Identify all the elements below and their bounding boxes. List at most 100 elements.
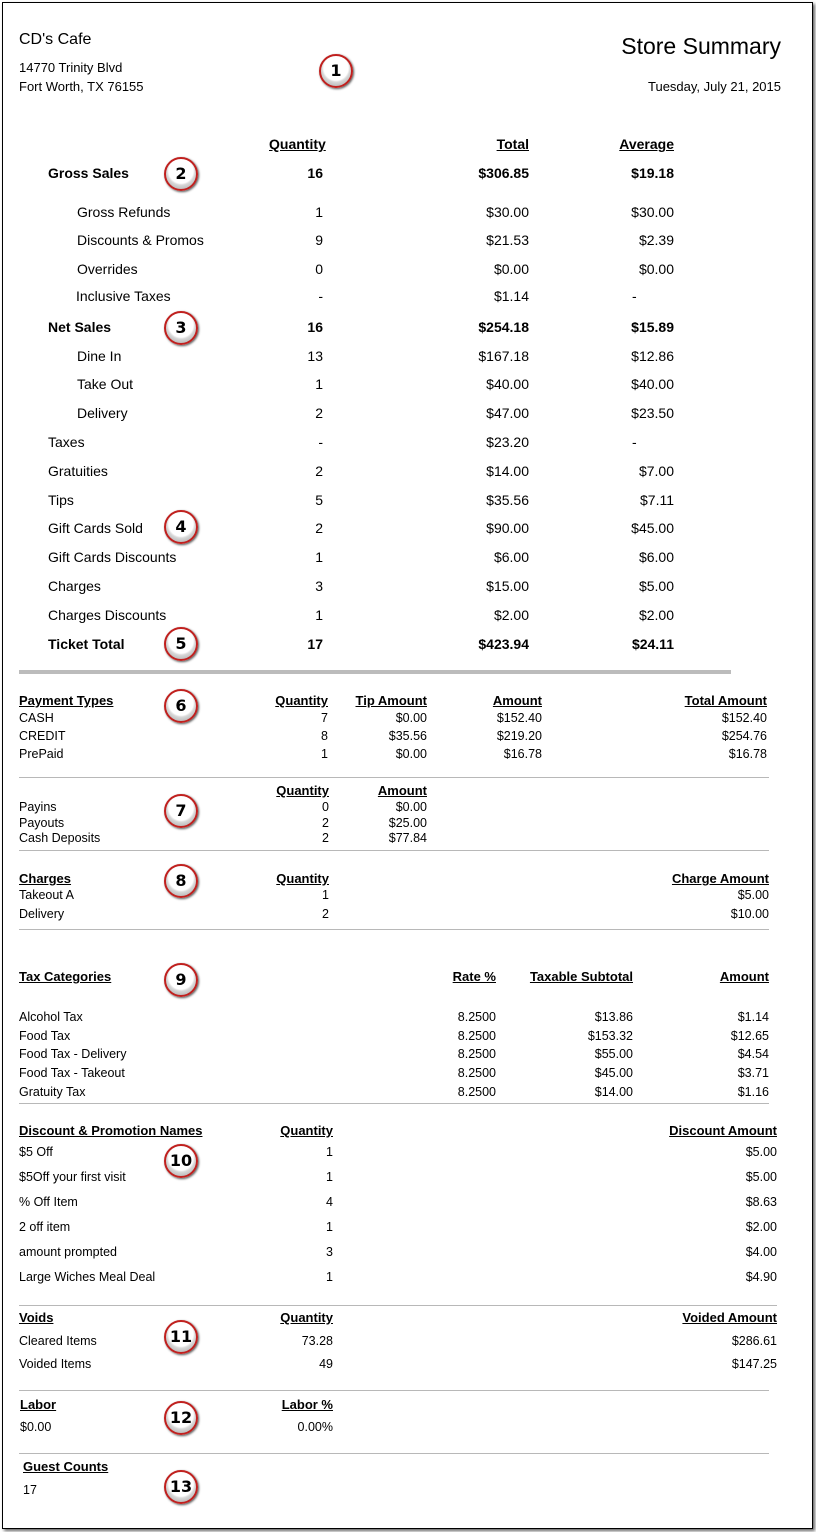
payment-col-amount: Amount: [492, 693, 542, 708]
tax-row-rate: 8.2500: [457, 1010, 496, 1024]
tax-categories-title: Tax Categories: [19, 969, 112, 984]
callout-badge-4: 4: [164, 510, 198, 544]
sales-row-total: $1.14: [493, 288, 529, 304]
sales-row-quantity: 13: [307, 348, 323, 364]
sales-row-quantity: 9: [315, 232, 323, 248]
sales-row-total: $15.00: [486, 578, 529, 594]
discounts-col-amount: Discount Amount: [669, 1123, 777, 1138]
payins-col-quantity: Quantity: [276, 783, 329, 798]
discount-row-quantity: 4: [326, 1195, 333, 1209]
tax-row-label: Food Tax - Takeout: [19, 1066, 125, 1080]
tax-col-subtotal: Taxable Subtotal: [529, 969, 633, 984]
sales-row-average: $19.18: [631, 165, 674, 181]
payment-row-total: $16.78: [728, 747, 767, 761]
sales-row-total: $47.00: [486, 405, 529, 421]
discount-row-quantity: 1: [326, 1145, 333, 1159]
discounts-title: Discount & Promotion Names: [19, 1123, 203, 1138]
callout-badge-8: 8: [164, 864, 198, 898]
voids-col-quantity: Quantity: [280, 1310, 333, 1325]
tax-col-amount: Amount: [719, 969, 769, 984]
tax-row-amount: $12.65: [730, 1029, 769, 1043]
report-title: Store Summary: [621, 33, 781, 59]
discount-row-amount: $4.90: [745, 1270, 777, 1284]
discount-row-amount: $4.00: [745, 1245, 777, 1259]
discount-row-label: amount prompted: [19, 1245, 117, 1259]
tax-row-amount: $1.16: [737, 1085, 769, 1099]
discount-row-amount: $5.00: [745, 1145, 777, 1159]
sales-row-average: $15.89: [631, 319, 674, 335]
discounts-col-quantity: Quantity: [280, 1123, 333, 1138]
sales-col-average: Average: [619, 136, 674, 152]
store-address-line1: 14770 Trinity Blvd: [19, 60, 123, 75]
sales-row-label: Gift Cards Discounts: [48, 549, 177, 565]
charges-col-quantity: Quantity: [276, 871, 329, 886]
sales-row-quantity: 16: [307, 319, 323, 335]
divider: [19, 1103, 769, 1104]
sales-row-quantity: 5: [315, 492, 323, 508]
charges-row-quantity: 1: [322, 888, 329, 902]
sales-row-average: $2.00: [638, 607, 674, 623]
tax-row-subtotal: $45.00: [594, 1066, 633, 1080]
sales-row-total: $30.00: [486, 204, 529, 220]
charges-row-amount: $10.00: [730, 907, 769, 921]
sales-row-label: Take Out: [77, 376, 134, 392]
sales-col-total: Total: [496, 136, 529, 152]
tax-row-amount: $4.54: [737, 1047, 769, 1061]
sales-row-quantity: 2: [315, 463, 323, 479]
labor-title: Labor: [20, 1397, 57, 1412]
sales-row-label: Tips: [48, 492, 74, 508]
divider: [19, 1390, 769, 1391]
guest-counts-title: Guest Counts: [23, 1459, 109, 1474]
payment-col-quantity: Quantity: [275, 693, 328, 708]
sales-row-label: Charges: [48, 578, 101, 594]
guest-counts-value: 17: [23, 1483, 37, 1497]
tax-row-label: Food Tax: [19, 1029, 71, 1043]
void-row-label: Cleared Items: [19, 1334, 97, 1348]
payins-row-quantity: 2: [322, 831, 329, 845]
sales-row-average: $23.50: [631, 405, 674, 421]
sales-row-label: Delivery: [77, 405, 128, 421]
labor-pct-value: 0.00%: [297, 1420, 333, 1434]
payment-col-total: Total Amount: [684, 693, 767, 708]
tax-row-label: Food Tax - Delivery: [19, 1047, 127, 1061]
sales-row-label: Overrides: [77, 261, 138, 277]
payment-types-title: Payment Types: [19, 693, 114, 708]
sales-row-label: Gross Sales: [48, 165, 129, 181]
discount-row-amount: $2.00: [745, 1220, 777, 1234]
payins-row-quantity: 0: [322, 800, 329, 814]
sales-row-label: Dine In: [77, 348, 122, 364]
void-row-amount: $147.25: [731, 1357, 777, 1371]
payins-row-amount: $0.00: [395, 800, 427, 814]
void-row-amount: $286.61: [731, 1334, 777, 1348]
divider: [19, 850, 769, 851]
callout-badge-5: 5: [164, 627, 198, 661]
labor-col-pct: Labor %: [281, 1397, 333, 1412]
divider: [19, 1453, 769, 1454]
sales-row-quantity: 2: [315, 520, 323, 536]
discount-row-quantity: 1: [326, 1220, 333, 1234]
payins-row-amount: $77.84: [388, 831, 427, 845]
payment-row-amount: $16.78: [503, 747, 542, 761]
callout-badge-9: 9: [164, 963, 198, 997]
sales-row-label: Ticket Total: [48, 636, 125, 652]
discount-row-amount: $8.63: [745, 1195, 777, 1209]
discount-row-quantity: 1: [326, 1270, 333, 1284]
sales-row-average: $7.11: [640, 492, 674, 508]
store-name: CD's Cafe: [19, 31, 92, 48]
voids-title: Voids: [19, 1310, 54, 1325]
discount-row-quantity: 1: [326, 1170, 333, 1184]
divider: [19, 929, 769, 930]
payment-row-tip: $35.56: [388, 729, 427, 743]
charges-title: Charges: [19, 871, 72, 886]
payment-row-total: $152.40: [721, 711, 767, 725]
sales-row-total: $167.18: [478, 348, 529, 364]
sales-row-total: $23.20: [486, 434, 529, 450]
section-divider: [19, 670, 731, 674]
sales-row-average: $0.00: [638, 261, 674, 277]
sales-row-label: Charges Discounts: [48, 607, 167, 623]
tax-row-subtotal: $13.86: [594, 1010, 633, 1024]
callout-badge-6: 6: [164, 689, 198, 723]
callout-badge-10: 10: [164, 1144, 198, 1178]
payins-row-label: Cash Deposits: [19, 831, 101, 845]
sales-row-total: $35.56: [486, 492, 529, 508]
